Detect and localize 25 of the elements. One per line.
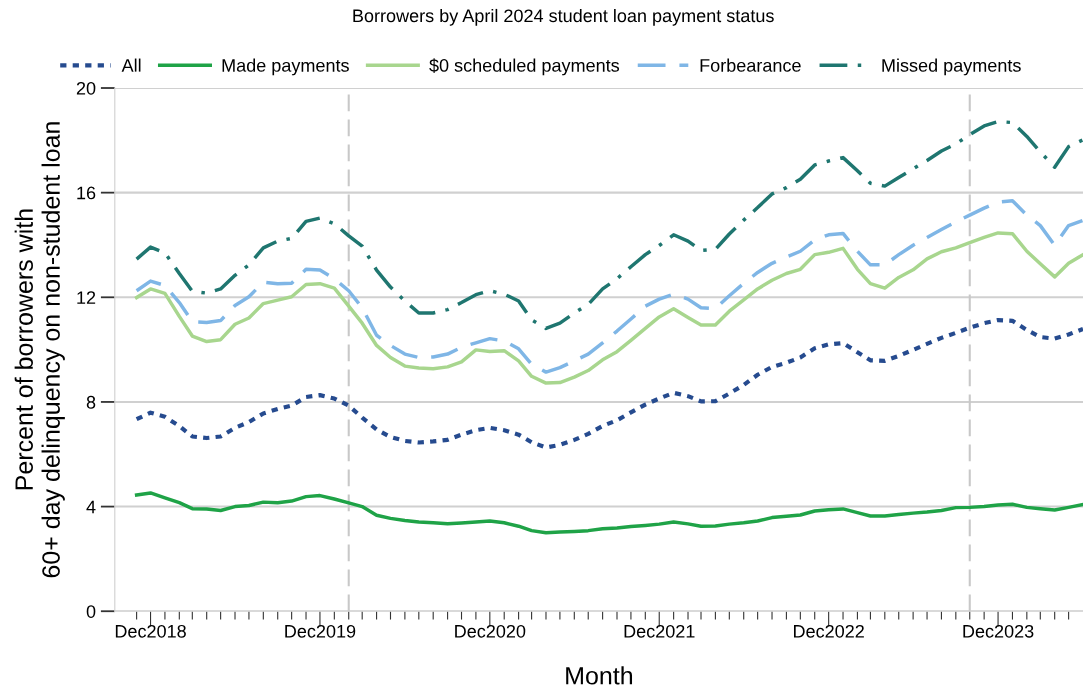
line-series xyxy=(134,231,1083,385)
chart-title: Borrowers by April 2024 student loan payment status xyxy=(353,8,774,26)
line-series xyxy=(134,119,1083,331)
x-tick-label: Dec2022 xyxy=(794,624,864,638)
y-tick-label: 20 xyxy=(76,81,96,95)
x-tick-label: Dec2019 xyxy=(285,624,356,638)
y-tick-label: 4 xyxy=(86,500,96,514)
x-tick-label: Dec2021 xyxy=(624,624,695,638)
y-tick-label: 16 xyxy=(77,186,96,200)
legend-label: Missed payments xyxy=(882,58,1021,76)
y-tick-label: 0 xyxy=(86,605,96,618)
x-tick-label: Dec2023 xyxy=(963,624,1034,638)
y-tick-label: 12 xyxy=(77,291,96,304)
line-series xyxy=(134,491,1083,535)
legend-label: Made payments xyxy=(222,58,349,76)
line-series xyxy=(134,317,1083,450)
x-tick-label: Dec2020 xyxy=(455,624,526,638)
legend-label: Forbearance xyxy=(700,58,801,72)
legend-label: All xyxy=(121,58,141,72)
legend-label: $0 scheduled payments xyxy=(429,58,620,76)
line-series xyxy=(134,199,1083,374)
y-axis-title: Percent of borrowers with 60+ day delinquency on non-student loan xyxy=(14,122,65,578)
x-tick-label: Dec2018 xyxy=(115,624,186,638)
y-tick-label: 8 xyxy=(86,395,96,409)
x-axis-title: Month xyxy=(566,666,633,685)
